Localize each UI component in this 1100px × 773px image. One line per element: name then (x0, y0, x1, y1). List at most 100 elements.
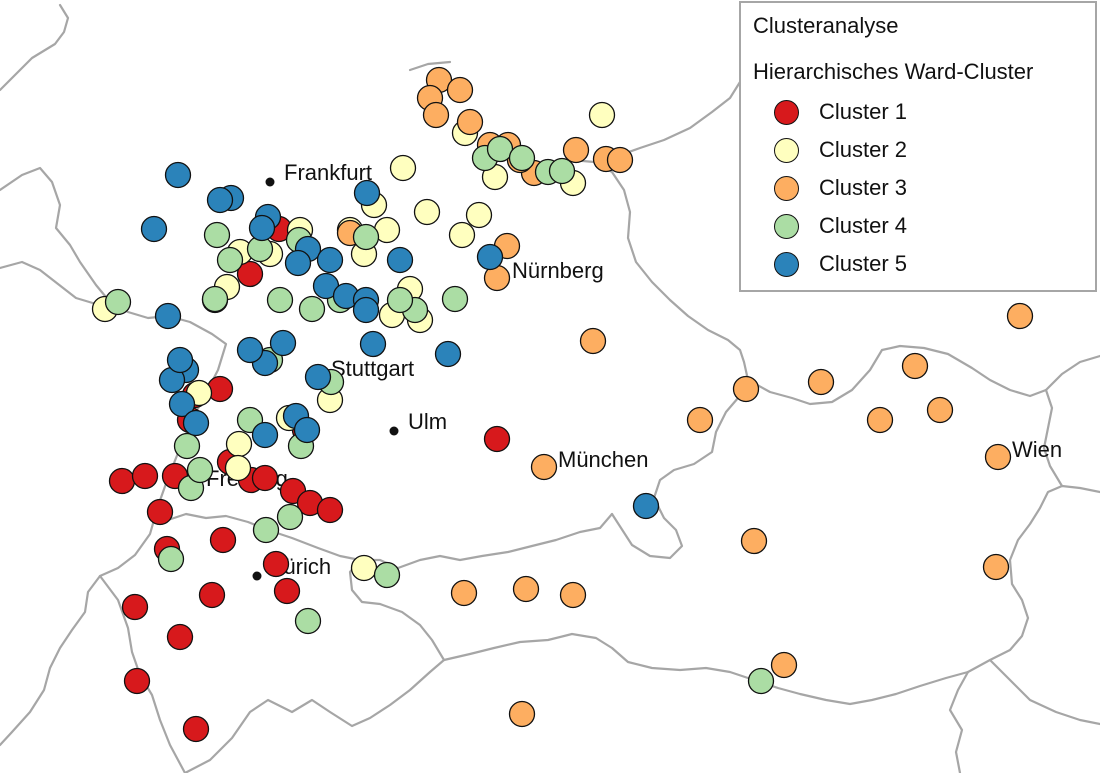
site-marker-cluster-3 (512, 575, 540, 603)
site-marker-cluster-5 (168, 390, 196, 418)
site-marker-cluster-1 (236, 260, 264, 288)
site-marker-cluster-2 (224, 454, 252, 482)
site-marker-cluster-3 (450, 579, 478, 607)
legend-swatch-cluster-4 (774, 213, 799, 239)
site-marker-cluster-5 (434, 340, 462, 368)
site-marker-cluster-3 (866, 406, 894, 434)
site-marker-cluster-1 (251, 464, 279, 492)
legend-item-cluster-3: Cluster 3 (774, 173, 907, 203)
border-austria-czech (746, 344, 1048, 406)
site-marker-cluster-5 (182, 409, 210, 437)
site-marker-cluster-4 (173, 432, 201, 460)
city-label-nuernberg: Nürnberg (512, 258, 604, 283)
site-marker-cluster-4 (266, 286, 294, 314)
legend-item-cluster-2: Cluster 2 (774, 135, 907, 165)
site-marker-cluster-1 (131, 462, 159, 490)
site-marker-cluster-4 (386, 286, 414, 314)
site-marker-cluster-4 (252, 516, 280, 544)
site-marker-cluster-1 (262, 550, 290, 578)
site-marker-cluster-3 (982, 553, 1010, 581)
site-marker-cluster-4 (548, 157, 576, 185)
site-marker-cluster-3 (984, 443, 1012, 471)
city-dot-frankfurt (265, 177, 275, 187)
site-marker-cluster-3 (559, 581, 587, 609)
city-dot-zuerich (252, 571, 262, 581)
site-marker-cluster-3 (446, 76, 474, 104)
site-marker-cluster-1 (209, 526, 237, 554)
site-marker-cluster-5 (304, 363, 332, 391)
site-marker-cluster-3 (901, 352, 929, 380)
site-marker-cluster-5 (248, 214, 276, 242)
site-marker-cluster-4 (186, 456, 214, 484)
border-italy-slovenia (948, 670, 970, 773)
site-marker-cluster-4 (294, 607, 322, 635)
site-marker-cluster-2 (465, 201, 493, 229)
city-label-muenchen: München (558, 447, 649, 472)
site-marker-cluster-5 (352, 296, 380, 324)
site-marker-cluster-3 (686, 406, 714, 434)
site-marker-cluster-5 (166, 346, 194, 374)
site-marker-cluster-1 (483, 425, 511, 453)
legend-item-cluster-1: Cluster 1 (774, 97, 907, 127)
site-marker-cluster-3 (456, 108, 484, 136)
legend: Clusteranalyse Hierarchisches Ward-Clust… (739, 1, 1097, 292)
site-marker-cluster-5 (386, 246, 414, 274)
site-marker-cluster-2 (225, 430, 253, 458)
site-marker-cluster-5 (206, 186, 234, 214)
site-marker-cluster-2 (413, 198, 441, 226)
legend-subtitle: Hierarchisches Ward-Cluster (753, 59, 1034, 84)
legend-title: Clusteranalyse (753, 13, 899, 38)
site-marker-cluster-5 (476, 243, 504, 271)
site-marker-cluster-3 (508, 700, 536, 728)
site-marker-cluster-4 (276, 503, 304, 531)
border-austria-slovakia (1042, 388, 1064, 488)
site-marker-cluster-5 (236, 336, 264, 364)
site-marker-cluster-5 (632, 492, 660, 520)
site-marker-cluster-4 (216, 246, 244, 274)
border-slovakia (1044, 354, 1100, 392)
site-marker-cluster-4 (203, 221, 231, 249)
border-czech-north (610, 80, 742, 160)
site-marker-cluster-1 (121, 593, 149, 621)
border-luxembourg (0, 260, 98, 306)
site-marker-cluster-5 (316, 246, 344, 274)
legend-label-cluster-1: Cluster 1 (819, 99, 908, 124)
site-marker-cluster-4 (201, 285, 229, 313)
legend-swatch-cluster-1 (774, 99, 799, 125)
site-marker-cluster-5 (269, 329, 297, 357)
site-marker-cluster-5 (154, 302, 182, 330)
site-marker-cluster-4 (352, 223, 380, 251)
city-dot-ulm (389, 426, 399, 436)
border-switzerland-italy (183, 558, 446, 773)
city-label-stuttgart: Stuttgart (331, 356, 414, 381)
site-marker-cluster-3 (807, 368, 835, 396)
city-label-frankfurt: Frankfurt (284, 160, 372, 185)
site-marker-cluster-2 (350, 554, 378, 582)
site-marker-cluster-3 (579, 327, 607, 355)
legend-swatch-cluster-2 (774, 137, 799, 163)
city-label-wien: Wien (1012, 437, 1062, 462)
site-marker-cluster-1 (273, 577, 301, 605)
border-germany-west (0, 3, 70, 92)
site-marker-cluster-4 (747, 667, 775, 695)
site-marker-cluster-3 (740, 527, 768, 555)
site-marker-cluster-5 (251, 421, 279, 449)
border-austria-southeast (966, 484, 1100, 674)
site-marker-cluster-3 (732, 375, 760, 403)
site-marker-cluster-2 (448, 221, 476, 249)
site-marker-cluster-4 (298, 295, 326, 323)
legend-label-cluster-3: Cluster 3 (819, 175, 908, 200)
border-germany-austria (610, 378, 750, 560)
site-marker-cluster-4 (441, 285, 469, 313)
border-austria-west (358, 512, 614, 570)
site-marker-cluster-1 (198, 581, 226, 609)
border-benelux-inner (0, 166, 112, 304)
site-marker-cluster-4 (486, 135, 514, 163)
site-marker-cluster-5 (284, 249, 312, 277)
site-marker-cluster-3 (770, 651, 798, 679)
site-marker-cluster-5 (164, 161, 192, 189)
legend-label-cluster-5: Cluster 5 (819, 251, 908, 276)
legend-item-cluster-4: Cluster 4 (774, 211, 907, 241)
border-slovenia-croatia (988, 658, 1100, 726)
